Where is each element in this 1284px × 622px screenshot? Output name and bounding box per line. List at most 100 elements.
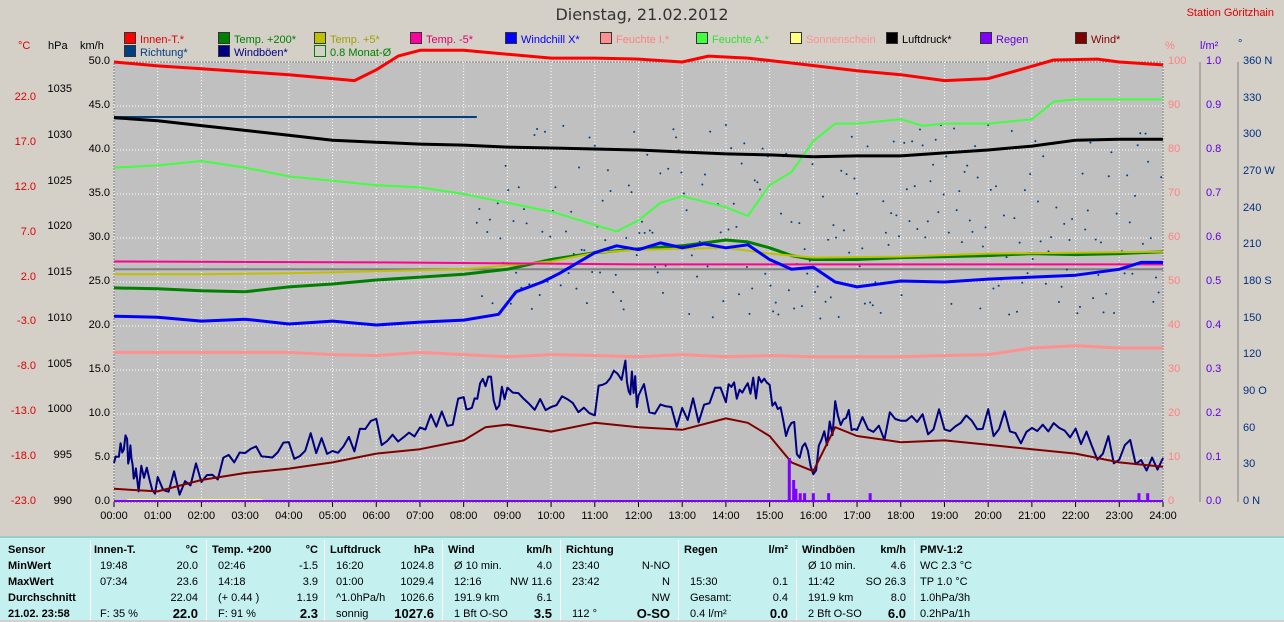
direction-point <box>703 173 706 176</box>
stats-row: (+ 0.44 ) 1.19 <box>218 592 318 604</box>
direction-point <box>1021 281 1024 284</box>
direction-point <box>1094 238 1097 241</box>
x-tick-label: 08:00 <box>449 510 478 522</box>
direction-point <box>879 311 882 314</box>
direction-point <box>604 239 607 242</box>
direction-point <box>761 147 764 150</box>
direction-point <box>1097 274 1100 277</box>
x-tick-label: 03:00 <box>231 510 259 522</box>
direction-point <box>1016 310 1019 313</box>
direction-point <box>863 302 866 305</box>
stats-row: Ø 10 min. 4.6 <box>808 560 906 572</box>
legend-item: Luftdruck* <box>886 32 952 46</box>
direction-point <box>738 293 741 296</box>
legend-item: Richtung* <box>124 45 188 59</box>
wind-tick-label: 45.0 <box>88 99 110 111</box>
direction-point <box>630 191 633 194</box>
wind-tick-label: 20.0 <box>88 319 110 331</box>
direction-point <box>499 237 502 240</box>
stats-row: Ø 10 min. 4.0 <box>454 560 552 572</box>
series-line <box>113 417 1164 493</box>
direction-point <box>924 236 927 239</box>
direction-point <box>507 189 510 192</box>
legend-label: Innen-T.* <box>140 34 185 46</box>
direction-point <box>913 185 916 188</box>
stats-row: 15:30 0.1 <box>690 576 788 588</box>
direction-tick-label: 330 <box>1243 91 1262 104</box>
direction-point <box>848 251 851 254</box>
stats-column-richtung: Richtung 23:40 N-NO 23:42 N NW 112 ° O-SO <box>566 542 670 622</box>
direction-point <box>588 136 591 139</box>
direction-point <box>1036 200 1039 203</box>
direction-point <box>918 128 921 131</box>
direction-point <box>528 283 531 286</box>
stats-row: 14:18 3.9 <box>218 576 318 588</box>
rain-tick-label: 0.4 <box>1206 319 1222 331</box>
direction-point <box>680 171 683 174</box>
direction-point <box>811 163 814 166</box>
direction-point <box>1152 300 1155 303</box>
stats-row: 0.4 l/m² 0.0 <box>690 606 788 621</box>
temp-tick-label: -23.0 <box>10 495 36 507</box>
direction-point <box>1089 141 1092 144</box>
x-tick-label: 02:00 <box>187 510 216 522</box>
direction-point <box>1057 301 1060 304</box>
direction-point <box>963 170 966 173</box>
stats-row: TP 1.0 °C <box>920 576 968 588</box>
stats-column-pmv: PMV-1:2 WC 2.3 °C TP 1.0 °C 1.0hPa/3h 0.2hPa… <box>920 542 1040 622</box>
x-tick-label: 01:00 <box>143 510 172 522</box>
direction-point <box>564 230 567 233</box>
direction-point <box>481 295 484 298</box>
x-tick-label: 07:00 <box>406 510 434 522</box>
legend-item: Feuchte I.* <box>600 32 669 46</box>
humidity-tick-label: 40 <box>1168 319 1181 331</box>
stats-column-luft: Luftdruck hPa 16:20 1024.8 01:00 1029.4 ^1.0hP… <box>330 542 434 622</box>
humidity-tick-label: 70 <box>1168 187 1181 199</box>
direction-point <box>1086 209 1089 212</box>
statistics-panel: Sensor MinWert MaxWert Durchschnitt 21.0… <box>0 536 1284 622</box>
direction-point <box>900 294 903 297</box>
temp-tick-label: -18.0 <box>10 450 36 463</box>
direction-point <box>824 300 827 303</box>
rain-bar <box>787 458 791 502</box>
temp-tick-label: 7.0 <box>20 225 36 238</box>
direction-point <box>895 214 898 217</box>
direction-point <box>945 155 948 158</box>
direction-tick-label: 240 <box>1243 201 1262 214</box>
rain-tick-label: 0.2 <box>1206 407 1222 419</box>
direction-point <box>798 222 801 225</box>
direction-point <box>1084 228 1087 231</box>
direction-point <box>583 249 586 252</box>
stats-row: 19:48 20.0 <box>100 560 198 572</box>
series-line <box>113 260 1163 266</box>
direction-point <box>1063 222 1066 225</box>
direction-point <box>1055 206 1058 209</box>
stats-header: Innen-T. °C <box>94 544 198 556</box>
stats-row: 23:40 N-NO <box>572 560 670 572</box>
direction-point <box>606 169 609 172</box>
direction-point <box>1131 272 1134 275</box>
direction-point <box>622 308 625 311</box>
pressure-tick-label: 1025 <box>47 174 72 187</box>
direction-point <box>627 184 630 187</box>
direction-point <box>1081 172 1084 175</box>
direction-point <box>814 290 817 293</box>
wind-tick-label: 40.0 <box>88 143 110 155</box>
direction-tick-label: 120 <box>1243 348 1262 361</box>
direction-point <box>580 248 583 251</box>
stats-label: MinWert <box>8 560 52 572</box>
wind-unit: km/h <box>80 40 104 52</box>
direction-point <box>1008 313 1011 316</box>
temp-tick-label: 12.0 <box>14 180 36 193</box>
direction-point <box>488 218 491 221</box>
stats-header: Richtung <box>566 544 614 556</box>
direction-point <box>709 130 712 133</box>
direction-point <box>892 140 895 143</box>
rain-tick-label: 0.8 <box>1206 143 1222 155</box>
direction-point <box>887 243 890 246</box>
x-tick-label: 23:00 <box>1105 510 1134 522</box>
direction-point <box>911 140 914 143</box>
humidity-tick-label: 90 <box>1168 99 1181 111</box>
direction-point <box>1160 176 1163 179</box>
stats-row: 07:34 23.6 <box>100 576 198 588</box>
